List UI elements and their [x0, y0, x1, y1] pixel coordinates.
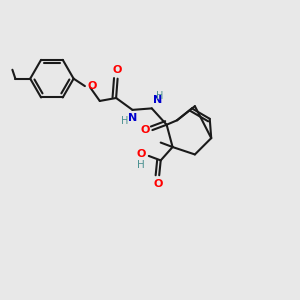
Text: N: N	[128, 113, 137, 123]
Text: H: H	[155, 91, 163, 101]
Text: O: O	[113, 65, 122, 75]
Text: H: H	[121, 116, 129, 126]
Text: N: N	[153, 95, 162, 105]
Text: O: O	[87, 81, 97, 91]
Text: O: O	[154, 179, 163, 189]
Text: H: H	[136, 160, 144, 170]
Text: O: O	[140, 125, 149, 135]
Text: O: O	[136, 149, 146, 160]
